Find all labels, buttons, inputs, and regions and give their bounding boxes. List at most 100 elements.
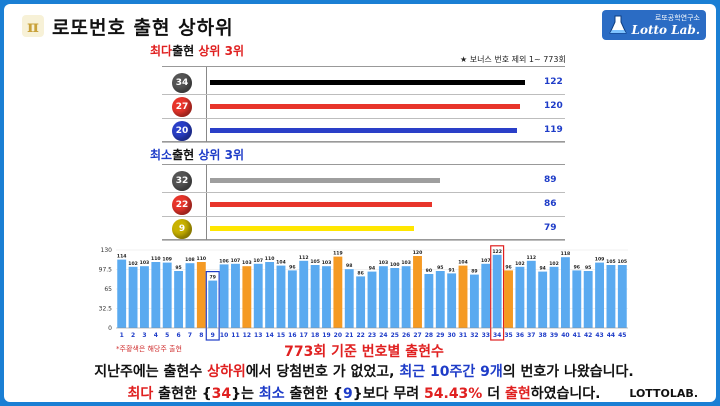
frequency-line	[210, 226, 414, 231]
bar-31	[458, 265, 468, 328]
frequency-line	[210, 178, 440, 183]
bar-45	[617, 265, 627, 328]
frequency-count: 120	[544, 101, 563, 111]
x-tick-label: 33	[482, 332, 490, 339]
bar-value-label: 103	[242, 260, 252, 266]
bottom-rank-row: 22 86	[162, 193, 565, 217]
bar-value-label: 102	[515, 261, 525, 267]
bar-value-label: 107	[231, 258, 241, 264]
bar-13	[253, 263, 263, 328]
bar-value-label: 95	[585, 265, 591, 271]
x-tick-label: 45	[618, 332, 626, 339]
bar-value-label: 96	[289, 264, 295, 270]
bar-value-label: 105	[606, 259, 616, 265]
bar-9	[208, 280, 218, 328]
x-tick-label: 20	[334, 332, 342, 339]
x-tick-label: 7	[188, 332, 192, 339]
x-tick-label: 44	[607, 332, 615, 339]
frequency-count: 79	[544, 223, 557, 233]
bonus-note: ★ 보너스 번호 제외 1~ 773회	[460, 55, 566, 64]
lotto-ball: 9	[172, 219, 192, 239]
bar-value-label: 120	[413, 250, 423, 256]
title-row: π 로또번호 출현 상하위	[22, 12, 234, 40]
bar-value-label: 95	[437, 265, 443, 271]
x-tick-label: 27	[413, 332, 421, 339]
bar-value-label: 110	[151, 256, 161, 262]
bar-value-label: 108	[185, 257, 195, 263]
top-rank-row: 20 119	[162, 119, 565, 143]
frequency-count: 122	[544, 77, 563, 87]
x-tick-label: 30	[447, 332, 455, 339]
flask-icon	[609, 15, 627, 34]
bar-2	[128, 266, 138, 328]
x-tick-label: 38	[538, 332, 546, 339]
bar-27	[413, 256, 422, 328]
x-tick-label: 36	[516, 332, 524, 339]
frequency-line	[210, 104, 520, 109]
x-tick-label: 26	[402, 332, 410, 339]
bar-24	[378, 266, 388, 328]
bar-value-label: 110	[265, 256, 275, 262]
bar-value-label: 107	[253, 258, 263, 264]
x-tick-label: 35	[504, 332, 512, 339]
bar-7	[185, 263, 195, 328]
bar-value-label: 104	[458, 260, 468, 266]
x-tick-label: 18	[311, 332, 319, 339]
bar-14	[265, 262, 275, 328]
bottom-rank-row: 9 79	[162, 217, 565, 241]
summary-line-2: 최다 출현한 {34}는 최소 출현한 {9}보다 무려 54.43% 더 출현…	[127, 386, 601, 402]
bar-value-label: 110	[197, 256, 207, 262]
brand-name: Lotto Lab.	[631, 23, 701, 37]
bar-value-label: 107	[481, 258, 491, 264]
highlight-box-34	[490, 245, 505, 341]
bar-28	[424, 274, 434, 328]
bar-34	[492, 254, 502, 328]
panel-divider	[206, 67, 207, 143]
bar-value-label: 122	[492, 249, 502, 255]
page-title: 로또번호 출현 상하위	[52, 16, 234, 39]
x-tick-label: 28	[425, 332, 433, 339]
x-tick-label: 17	[300, 332, 308, 339]
x-tick-label: 19	[322, 332, 330, 339]
x-tick-label: 40	[561, 332, 569, 339]
bar-16	[287, 270, 297, 328]
bar-value-label: 112	[299, 255, 309, 261]
bar-value-label: 102	[128, 261, 138, 267]
x-tick-label: 29	[436, 332, 444, 339]
x-tick-label: 5	[165, 332, 169, 339]
x-tick-label: 25	[391, 332, 399, 339]
bar-29	[435, 271, 445, 328]
bar-17	[299, 260, 309, 328]
bar-20	[333, 256, 343, 328]
brand-badge: 로또공학연구소 Lotto Lab.	[602, 10, 706, 40]
bar-25	[390, 268, 400, 328]
bar-33	[481, 263, 491, 328]
bar-value-label: 95	[175, 265, 181, 271]
bar-value-label: 103	[379, 260, 389, 266]
bar-value-label: 96	[505, 264, 511, 270]
bar-value-label: 119	[333, 251, 343, 257]
content-frame: π 로또번호 출현 상하위 로또공학연구소 Lotto Lab. 최다출현 상위…	[4, 4, 716, 402]
bar-6	[174, 271, 184, 328]
bar-value-label: 102	[549, 261, 559, 267]
lotto-ball: 20	[172, 121, 192, 141]
y-tick-label: 65	[104, 286, 112, 293]
bar-1	[117, 259, 127, 328]
bar-value-label: 103	[401, 260, 411, 266]
watermark-text: LOTTOLAB.	[629, 387, 698, 400]
bar-value-label: 96	[574, 264, 580, 270]
frequency-count: 119	[544, 125, 563, 135]
x-tick-label: 41	[573, 332, 581, 339]
x-tick-label: 37	[527, 332, 535, 339]
x-tick-label: 43	[595, 332, 603, 339]
x-tick-label: 9	[211, 332, 215, 339]
x-tick-label: 16	[288, 332, 296, 339]
top-rank-row: 34 122	[162, 71, 565, 95]
frequency-count: 89	[544, 175, 557, 185]
bar-value-label: 106	[219, 258, 229, 264]
bar-value-label: 105	[618, 259, 628, 265]
top-rank-row: 27 120	[162, 95, 565, 119]
bar-12	[242, 266, 252, 328]
x-tick-label: 14	[265, 332, 273, 339]
x-tick-label: 42	[584, 332, 592, 339]
